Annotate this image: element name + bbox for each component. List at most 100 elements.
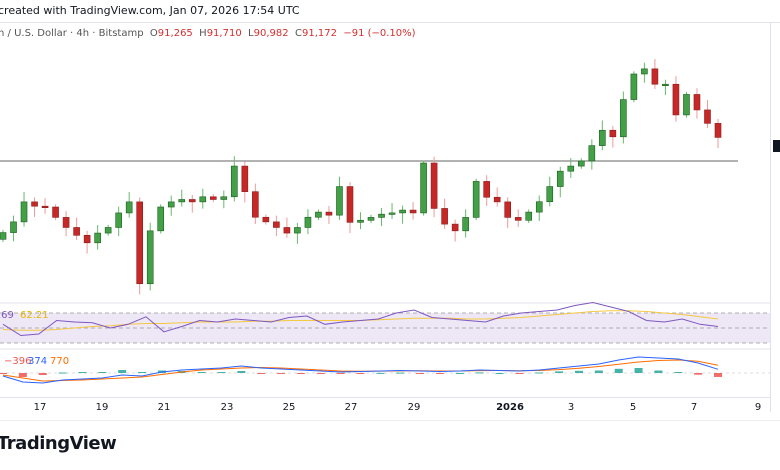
price-axis-border	[770, 22, 771, 412]
candle-up	[630, 73, 638, 100]
candle-down	[451, 223, 459, 232]
candle-down	[430, 162, 438, 209]
candle-down	[188, 199, 196, 203]
candle-up	[535, 201, 543, 213]
macd-histogram-bar	[435, 373, 444, 374]
time-tick-label: 29	[407, 402, 421, 413]
candle-down	[252, 191, 259, 218]
candle-down	[672, 83, 680, 116]
macd-histogram-bar	[257, 373, 266, 374]
time-tick-label: 9	[754, 402, 762, 413]
time-tick-label: 27	[344, 402, 358, 413]
candle-up	[620, 99, 627, 138]
macd-histogram-bar	[555, 371, 564, 373]
macd-histogram-bar	[0, 373, 7, 374]
macd-histogram-bar	[217, 372, 226, 373]
candle-up	[146, 230, 154, 285]
macd-histogram-value: −396	[4, 356, 32, 367]
candle-up	[178, 199, 186, 203]
candle-up	[472, 181, 480, 218]
macd-histogram-bar	[296, 373, 305, 374]
macd-histogram-bar	[18, 373, 27, 377]
macd-histogram-bar	[714, 373, 722, 377]
macd-histogram-bar	[197, 372, 206, 373]
candle-up	[231, 165, 238, 198]
macd-histogram-bar	[674, 372, 683, 373]
rsi-ma-value: 62.21	[20, 310, 49, 321]
macd-histogram-bar	[316, 373, 325, 374]
time-tick-label: 17	[33, 402, 47, 413]
candle-up	[315, 211, 322, 218]
candle-up	[0, 232, 7, 240]
candle-up	[546, 186, 554, 203]
candle-up	[125, 201, 133, 214]
candle-up	[599, 129, 606, 146]
candle-down	[441, 208, 448, 225]
candle-up	[567, 165, 575, 172]
macd-histogram-bar	[416, 373, 425, 374]
macd-histogram-bar	[78, 372, 87, 373]
time-tick-label: 3	[567, 402, 575, 413]
candle-up	[336, 186, 343, 216]
candle-down	[704, 109, 711, 124]
macd-histogram-bar	[356, 373, 365, 374]
candle-up	[399, 209, 406, 214]
macd-histogram-bar	[694, 373, 703, 375]
close-value: 91,172	[301, 28, 337, 39]
candle-up	[556, 170, 564, 187]
candle-down	[493, 196, 501, 203]
macd-histogram-bar	[98, 372, 107, 373]
macd-histogram-bar	[495, 373, 504, 374]
header-divider	[0, 22, 780, 23]
macd-histogram-bar	[574, 370, 583, 373]
candle-up	[167, 201, 175, 208]
macd-histogram-bar	[475, 372, 484, 374]
candle-down	[62, 217, 70, 228]
macd-histogram-bar	[376, 372, 385, 374]
symbol-name: n / U.S. Dollar · 4h · Bitstamp	[0, 28, 144, 39]
macd-histogram-bar	[535, 372, 544, 374]
macd-histogram-bar	[515, 373, 524, 374]
candle-down	[241, 165, 249, 192]
macd-histogram-bar	[38, 373, 47, 375]
candle-up	[294, 227, 301, 234]
candle-down	[609, 129, 617, 138]
close-label: C	[294, 28, 302, 39]
candle-down	[514, 217, 522, 221]
candle-up	[588, 145, 596, 162]
macd-histogram-bar	[455, 373, 464, 374]
candle-down	[651, 68, 659, 85]
candle-up	[357, 220, 364, 223]
time-tick-label: 5	[629, 402, 637, 413]
candle-up	[20, 201, 28, 223]
symbol-legend: n / U.S. Dollar · 4h · Bitstamp O91,265 …	[0, 28, 416, 39]
candle-down	[41, 205, 49, 209]
macd-histogram-bar	[634, 368, 643, 373]
candle-down	[209, 196, 217, 200]
candle-down	[73, 227, 80, 236]
candle-down	[262, 216, 270, 223]
candle-down	[31, 201, 38, 207]
time-tick-label: 7	[690, 402, 698, 413]
candle-down	[325, 211, 333, 216]
time-axis-border	[0, 397, 770, 398]
price-chart[interactable]	[0, 0, 780, 400]
candle-up	[462, 217, 469, 232]
candle-down	[504, 201, 512, 218]
tradingview-logo[interactable]: TradingView	[0, 433, 117, 454]
candle-up	[157, 206, 165, 232]
candle-up	[388, 212, 396, 215]
candle-up	[683, 94, 690, 116]
rsi-line	[2, 301, 719, 337]
candle-up	[94, 232, 101, 244]
macd-histogram-bar	[237, 371, 246, 373]
candle-up	[10, 221, 17, 233]
candle-down	[409, 209, 417, 214]
candle-up	[304, 216, 312, 228]
candle-up	[420, 162, 427, 214]
candle-down	[283, 227, 291, 234]
high-value: 91,710	[206, 28, 242, 39]
candle-down	[346, 186, 354, 223]
macd-line	[2, 356, 719, 384]
candle-up	[578, 160, 585, 167]
